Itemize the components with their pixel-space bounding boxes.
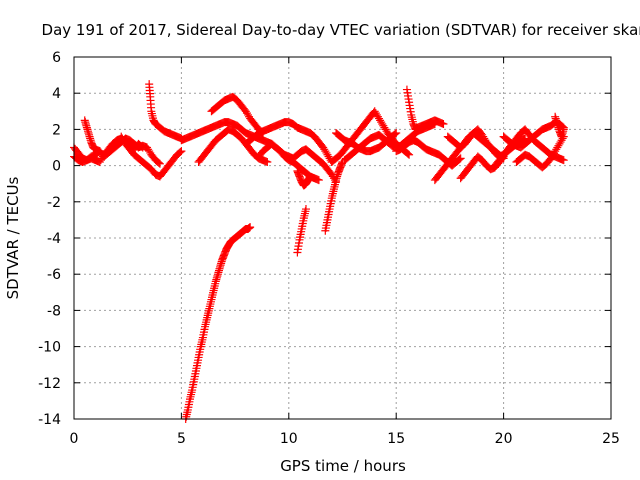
data-point <box>314 176 323 185</box>
series-arc-26 <box>551 112 568 141</box>
data-point <box>95 147 104 156</box>
y-tick-label: 4 <box>52 86 61 102</box>
data-point <box>138 143 147 152</box>
data-point <box>154 158 163 167</box>
data-point <box>392 129 401 138</box>
x-tick-label: 25 <box>602 431 620 447</box>
series-arc-14 <box>321 157 347 235</box>
series-arc-4 <box>117 132 186 181</box>
series-arc-12 <box>181 223 255 423</box>
series-arc-10 <box>254 139 341 186</box>
data-point <box>391 129 400 138</box>
y-tick-label: -14 <box>38 412 61 428</box>
y-axis-label: SDTVAR / TECUs <box>4 176 22 299</box>
series-arc-11 <box>293 167 315 190</box>
series-arc-13 <box>293 205 310 257</box>
data-point <box>176 148 185 157</box>
grid-lines <box>74 57 611 419</box>
y-tick-label: -4 <box>47 231 61 247</box>
series-arc-18 <box>402 85 448 134</box>
data-point <box>455 155 464 164</box>
data-point <box>306 172 315 181</box>
series-arc-9 <box>241 118 336 166</box>
y-tick-label: -6 <box>47 267 61 283</box>
x-tick-label: 15 <box>387 431 405 447</box>
data-point <box>137 142 146 151</box>
series-arc-2 <box>70 134 147 166</box>
x-axis-label: GPS time / hours <box>280 457 406 475</box>
data-marks <box>70 80 568 423</box>
y-tick-label: 6 <box>52 50 61 66</box>
data-point <box>405 150 414 159</box>
data-point <box>559 156 568 165</box>
y-tick-label: -8 <box>47 303 61 319</box>
y-tick-label: -2 <box>47 195 61 211</box>
y-tick-label: -10 <box>38 340 61 356</box>
chart-title: Day 191 of 2017, Sidereal Day-to-day VTE… <box>42 21 640 39</box>
series-arc-19 <box>392 136 465 170</box>
series-arc-15 <box>327 107 414 166</box>
x-tick-label: 0 <box>70 431 79 447</box>
series-arc-22 <box>456 152 508 183</box>
y-tick-label: 2 <box>52 122 61 138</box>
series-arc-3 <box>80 116 104 156</box>
x-tick-label: 5 <box>177 431 186 447</box>
data-point <box>439 119 448 128</box>
data-point <box>177 147 186 156</box>
y-tick-label: 0 <box>52 159 61 175</box>
series-arc-25 <box>512 132 568 172</box>
x-tick-label: 10 <box>280 431 298 447</box>
data-point <box>456 154 465 163</box>
data-point <box>301 205 310 214</box>
x-tick-label: 20 <box>495 431 513 447</box>
series-arc-8 <box>207 92 268 138</box>
y-tick-label: -12 <box>38 376 61 392</box>
data-point <box>559 125 568 134</box>
data-point <box>404 149 413 158</box>
data-point <box>246 223 255 232</box>
data-point <box>263 157 272 166</box>
data-point <box>155 159 164 168</box>
axis-ticks: 0 5 10 15 20 25 -14 -12 -10 -8 -6 -4 -2 0 2 4 6 <box>38 50 620 447</box>
series-arc-5 <box>145 80 186 143</box>
